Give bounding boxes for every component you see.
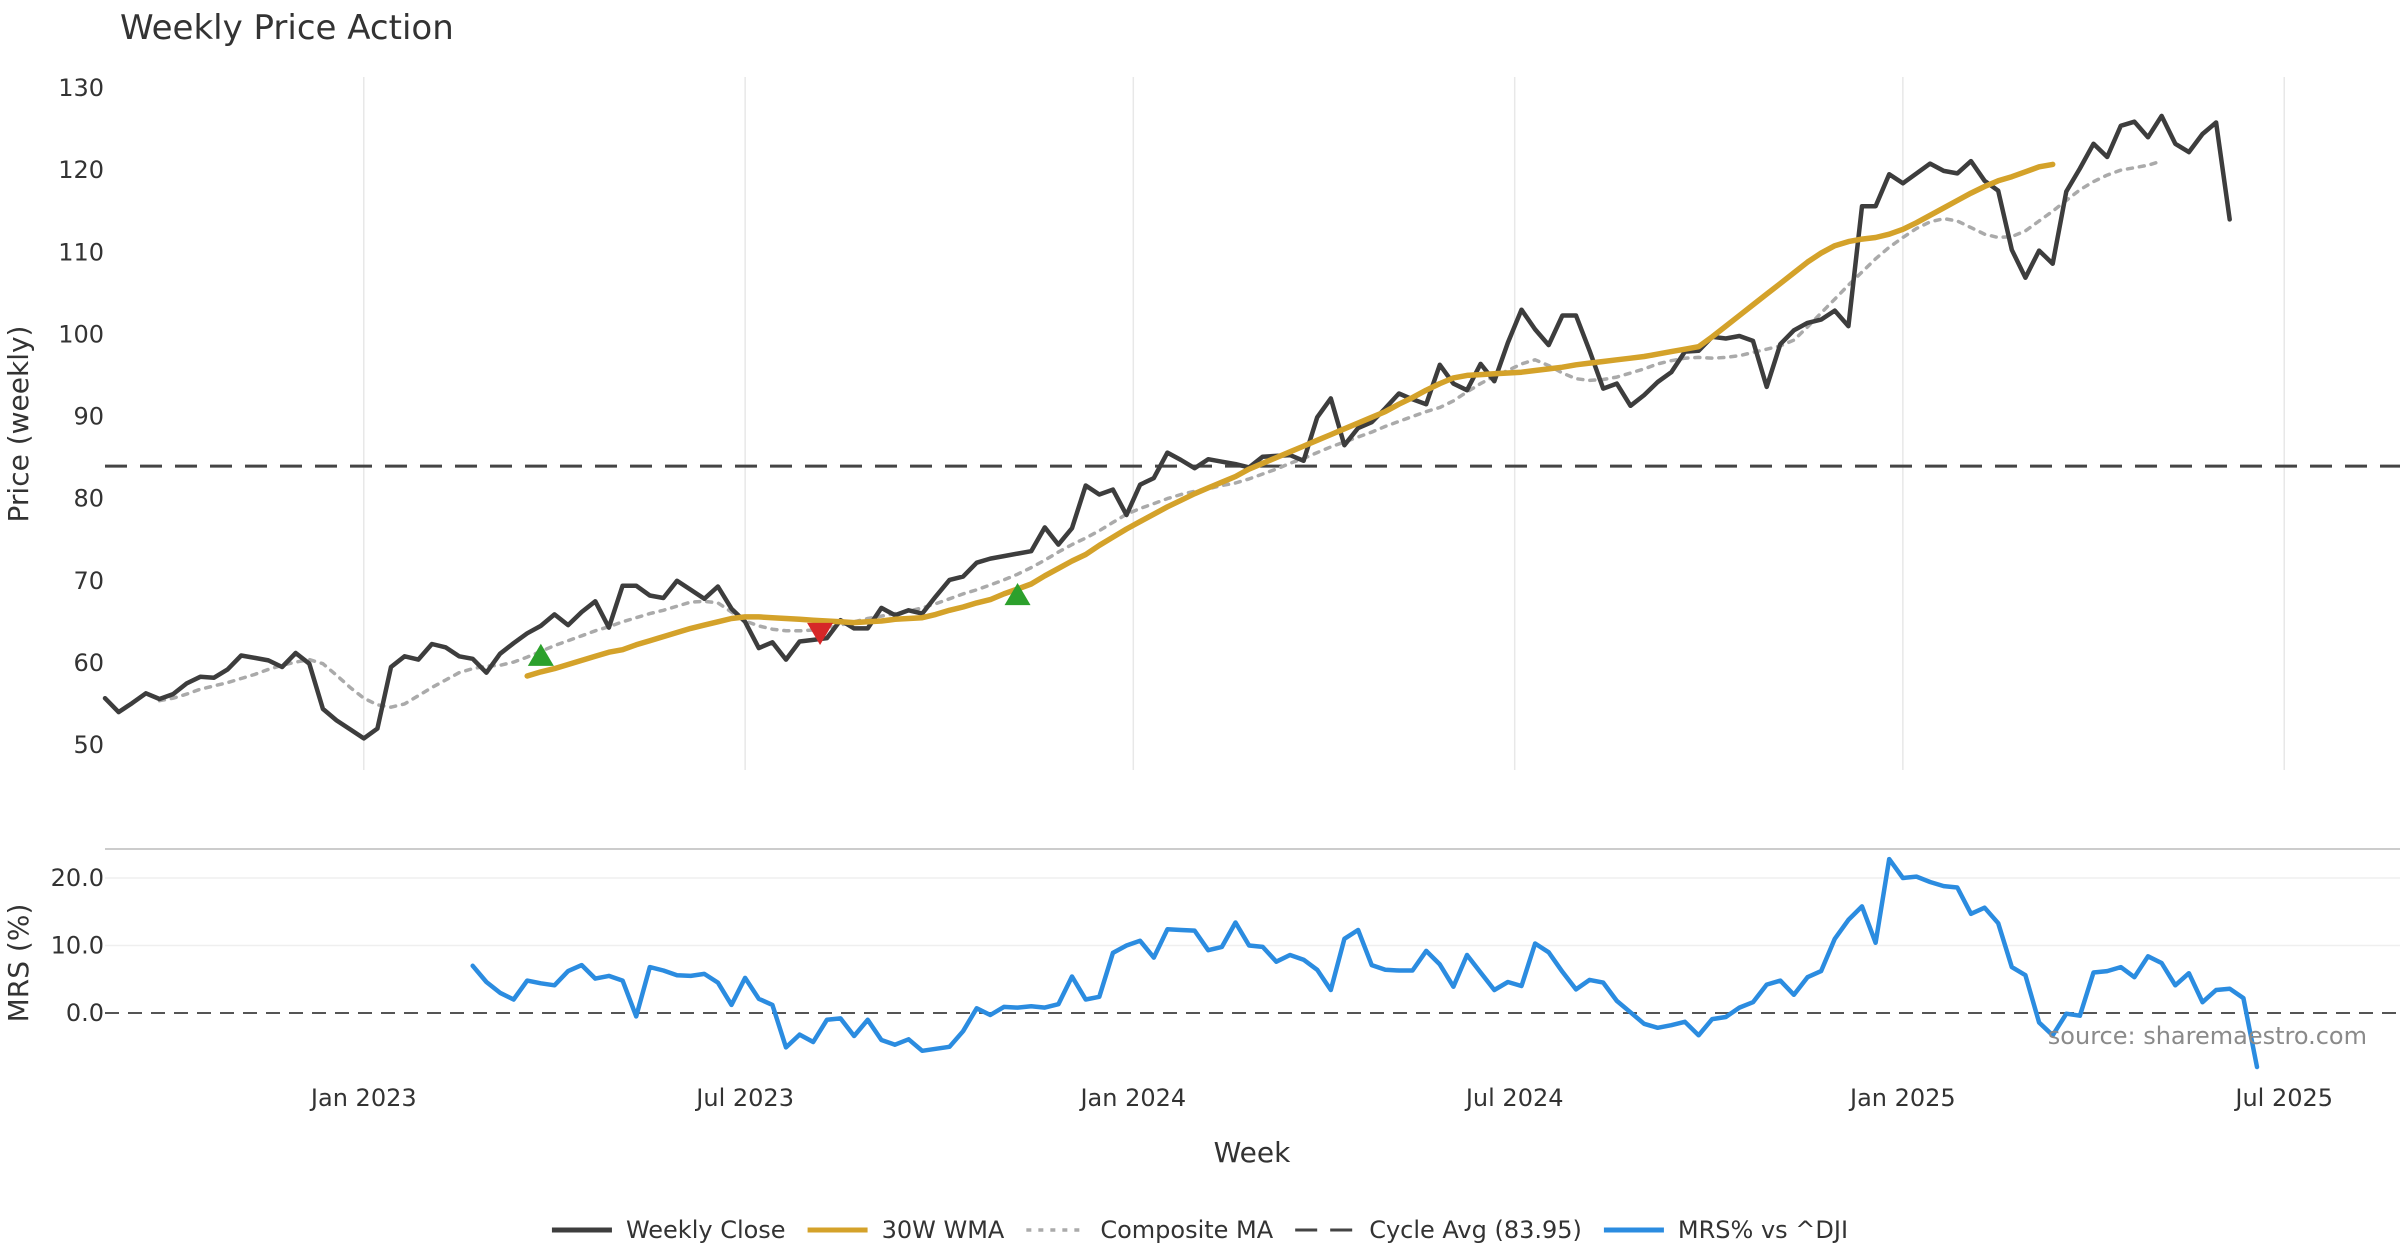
price-y-tick-label: 100 [58,320,104,348]
buy-signal-marker [527,643,554,666]
weekly-close-line [102,113,2232,741]
x-ticks: Jan 2023 Jul 2023 Jan 2024 Jul 2024 Jan 2025… [309,1084,2333,1112]
buy-signal-marker [1004,583,1031,606]
signal-markers [527,583,1031,666]
x-tick-label: Jan 2023 [309,1084,417,1112]
price-y-tick-label: 110 [58,238,104,266]
price-y-tick-label: 60 [73,649,104,677]
composite-ma-line [157,159,2164,709]
price-y-tick-label: 130 [58,74,104,102]
mrs-y-tick-label: 20.0 [51,864,104,892]
price-y-tick-label: 120 [58,156,104,184]
chart-title: Weekly Price Action [120,8,454,48]
x-tick-label: Jan 2025 [1848,1084,1956,1112]
price-y-tick-label: 80 [73,485,104,513]
legend-label: Cycle Avg (83.95) [1369,1216,1582,1244]
price-y-ticks: 50 60 70 80 90 100 110 120 130 [58,74,104,759]
mrs-y-tick-label: 10.0 [51,932,104,960]
legend: Weekly Close 30W WMA Composite MA Cycle Avg… [551,1216,1848,1244]
mrs-y-ticks: 0.0 10.0 20.0 [51,864,104,1027]
legend-label: 30W WMA [882,1216,1005,1244]
price-y-tick-label: 50 [73,731,104,759]
x-tick-label: Jul 2024 [1464,1084,1564,1112]
mrs-y-tick-label: 0.0 [66,999,104,1027]
price-y-tick-label: 70 [73,567,104,595]
mrs-y-axis-label: MRS (%) [2,904,35,1023]
x-tick-label: Jul 2025 [2233,1084,2333,1112]
price-panel-grid [363,77,2285,770]
wma-30w-line [524,161,2056,679]
sell-signal-marker [807,622,834,646]
x-tick-label: Jul 2023 [694,1084,794,1112]
legend-label: Composite MA [1100,1216,1273,1244]
price-y-tick-label: 90 [73,403,104,431]
source-note: source: sharemaestro.com [2048,1022,2367,1050]
x-tick-label: Jan 2024 [1078,1084,1186,1112]
legend-label: MRS% vs ^DJI [1678,1216,1848,1244]
legend-label: Weekly Close [626,1216,786,1244]
price-y-axis-label: Price (weekly) [2,326,35,523]
x-axis-label: Week [1214,1136,1291,1169]
series-layer [102,113,2400,1070]
mrs-line [470,856,2260,1070]
